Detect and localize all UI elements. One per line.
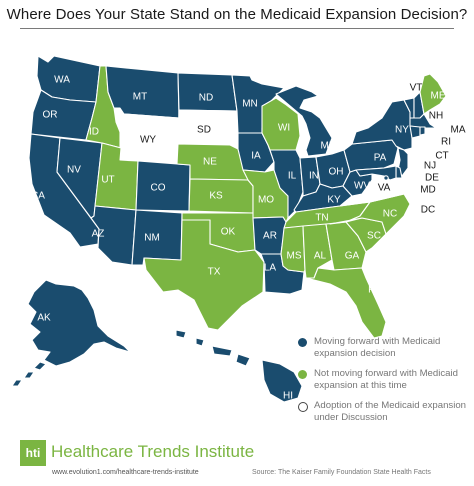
state-label-MD: MD <box>420 185 436 196</box>
brand-url[interactable]: www.evolution1.com/healthcare-trends-ins… <box>52 469 199 476</box>
state-label-PA: PA <box>374 153 387 164</box>
state-label-AR: AR <box>263 231 277 242</box>
title-divider <box>20 28 454 29</box>
ak-island-1 <box>33 361 47 371</box>
state-label-WI: WI <box>278 123 290 134</box>
state-label-VT: VT <box>410 83 423 94</box>
state-label-AZ: AZ <box>92 229 105 240</box>
state-MS[interactable] <box>280 225 306 273</box>
state-label-CT: CT <box>435 151 448 162</box>
state-label-MT: MT <box>133 92 147 103</box>
source-note: Source: The Kaiser Family Foundation Sta… <box>252 469 431 476</box>
state-label-KY: KY <box>327 195 341 206</box>
legend: Moving forward with Medicaid expansion d… <box>298 336 468 432</box>
state-RI[interactable] <box>419 126 426 136</box>
hi-island-4 <box>235 353 251 367</box>
state-label-NC: NC <box>383 209 397 220</box>
chart-title: Where Does Your State Stand on the Medic… <box>6 6 468 23</box>
state-label-LA: LA <box>264 263 277 274</box>
state-label-RI: RI <box>441 137 451 148</box>
state-MO[interactable] <box>242 169 289 223</box>
ak-island-2 <box>23 371 35 379</box>
state-label-ME: ME <box>431 91 446 102</box>
state-MI[interactable] <box>275 85 333 157</box>
state-label-ID: ID <box>89 127 99 138</box>
under-discussion-swatch <box>298 402 308 412</box>
legend-item-not-moving-forward: Not moving forward with Medicaid expansi… <box>298 368 468 392</box>
state-AK[interactable] <box>27 279 131 367</box>
ak-island-3 <box>11 379 23 387</box>
state-label-CO: CO <box>151 183 166 194</box>
state-label-WA: WA <box>54 75 70 86</box>
legend-label: Moving forward with Medicaid expansion d… <box>314 336 441 359</box>
state-label-OR: OR <box>43 110 58 121</box>
state-label-WY: WY <box>140 135 156 146</box>
state-label-IL: IL <box>288 171 297 182</box>
state-label-NH: NH <box>429 111 443 122</box>
legend-item-moving-forward: Moving forward with Medicaid expansion d… <box>298 336 468 360</box>
state-label-UT: UT <box>101 175 114 186</box>
state-label-SD: SD <box>197 125 211 136</box>
state-label-DC: DC <box>421 205 435 216</box>
state-label-NJ: NJ <box>424 161 436 172</box>
not-moving-forward-swatch <box>298 370 307 379</box>
state-label-AL: AL <box>314 251 327 262</box>
state-label-OH: OH <box>329 167 344 178</box>
state-label-MI: MI <box>320 141 331 152</box>
state-label-MN: MN <box>242 99 258 110</box>
state-HI[interactable] <box>261 359 303 403</box>
state-NC[interactable] <box>329 193 411 235</box>
hi-island-2 <box>195 337 205 347</box>
legend-item-under-discussion: Adoption of the Medicaid expansion under… <box>298 400 468 424</box>
state-label-NM: NM <box>144 233 160 244</box>
state-label-OK: OK <box>221 227 236 238</box>
state-label-ND: ND <box>199 93 213 104</box>
state-label-MA: MA <box>451 125 466 136</box>
moving-forward-swatch <box>298 338 307 347</box>
state-TX[interactable] <box>143 219 265 331</box>
hi-island-1 <box>175 329 187 339</box>
state-label-NV: NV <box>67 165 81 176</box>
state-DC[interactable] <box>383 175 389 181</box>
state-label-VA: VA <box>378 183 391 194</box>
state-label-MS: MS <box>287 251 302 262</box>
state-FL[interactable] <box>305 267 387 339</box>
state-label-AK: AK <box>37 313 51 324</box>
legend-label: Adoption of the Medicaid expansion under… <box>314 400 467 423</box>
state-label-SC: SC <box>367 231 381 242</box>
state-label-HI: HI <box>283 391 293 402</box>
state-label-MO: MO <box>258 195 274 206</box>
hti-logo-icon: hti <box>20 440 46 466</box>
state-label-TX: TX <box>208 267 221 278</box>
brand-name: Healthcare Trends Institute <box>51 442 255 461</box>
state-label-IN: IN <box>309 171 319 182</box>
state-label-GA: GA <box>345 251 360 262</box>
state-label-IA: IA <box>251 151 261 162</box>
state-labels: WA OR CA NV ID MT WY UT AZ CO NM ND SD NE KS OK TX MN IA MO… <box>31 75 466 402</box>
hi-island-3 <box>211 345 233 357</box>
state-label-FL: FL <box>368 285 380 296</box>
state-ME[interactable] <box>419 73 447 115</box>
state-label-KS: KS <box>209 191 223 202</box>
legend-label: Not moving forward with Medicaid expansi… <box>314 368 458 391</box>
state-label-NE: NE <box>203 157 217 168</box>
state-IL[interactable] <box>269 149 304 219</box>
state-CT[interactable] <box>409 125 421 139</box>
state-label-DE: DE <box>425 173 439 184</box>
state-label-WV: WV <box>354 181 370 192</box>
state-label-TN: TN <box>315 213 328 224</box>
state-label-CA: CA <box>31 191 45 202</box>
state-label-NY: NY <box>395 125 409 136</box>
